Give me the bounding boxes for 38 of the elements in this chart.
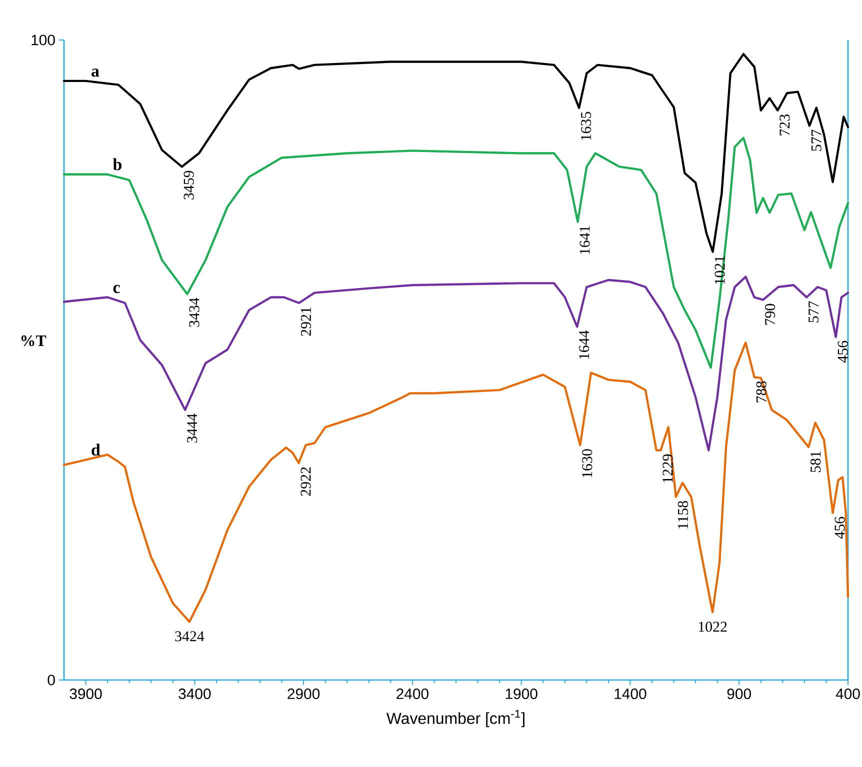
annotation: 2921 bbox=[300, 307, 311, 336]
annotation: 723 bbox=[780, 114, 790, 136]
annotation: 3424 bbox=[175, 631, 204, 642]
x-tick-label: 900 bbox=[727, 688, 751, 700]
x-tick-label: 400 bbox=[836, 688, 860, 700]
x-tick-label: 2900 bbox=[288, 688, 320, 700]
annotation: 1635 bbox=[581, 112, 592, 140]
annotation: 1630 bbox=[582, 449, 592, 478]
annotation: 581 bbox=[810, 451, 821, 472]
series-label: a bbox=[92, 68, 100, 77]
annotation: 2922 bbox=[300, 467, 311, 496]
x-tick-label: 2400 bbox=[396, 688, 428, 700]
x-tick-label: 1900 bbox=[506, 688, 538, 700]
annotation: 1158 bbox=[678, 501, 688, 528]
annotation: 790 bbox=[765, 304, 776, 325]
x-tick-label: 3900 bbox=[70, 688, 102, 700]
series-label: c bbox=[113, 284, 120, 294]
annotation: 3434 bbox=[189, 298, 200, 327]
y-tick-label: 100 bbox=[32, 34, 55, 46]
series-label: b bbox=[112, 158, 122, 170]
annotation: 1641 bbox=[580, 226, 590, 254]
annotation: 456 bbox=[838, 340, 848, 363]
x-tick-label: 1400 bbox=[614, 688, 646, 700]
series-label: d bbox=[92, 444, 100, 456]
annotation: 3444 bbox=[187, 414, 198, 443]
annotation: 577 bbox=[811, 130, 822, 151]
x-axis-title: Wavenumber [cm$^{-1}$] bbox=[386, 710, 524, 728]
annotation: 1021 bbox=[714, 256, 725, 284]
annotation: 788 bbox=[756, 381, 766, 402]
annotation: 456 bbox=[834, 516, 845, 539]
annotation: 1229 bbox=[662, 454, 673, 482]
annotation: 1644 bbox=[579, 330, 590, 359]
y-tick-label: 0 bbox=[48, 674, 55, 686]
annotation: 3459 bbox=[184, 170, 194, 200]
y-axis-title: %T bbox=[21, 335, 46, 346]
annotation: 577 bbox=[808, 301, 819, 322]
x-tick-label: 3400 bbox=[178, 688, 211, 700]
annotation: 1022 bbox=[698, 622, 727, 632]
